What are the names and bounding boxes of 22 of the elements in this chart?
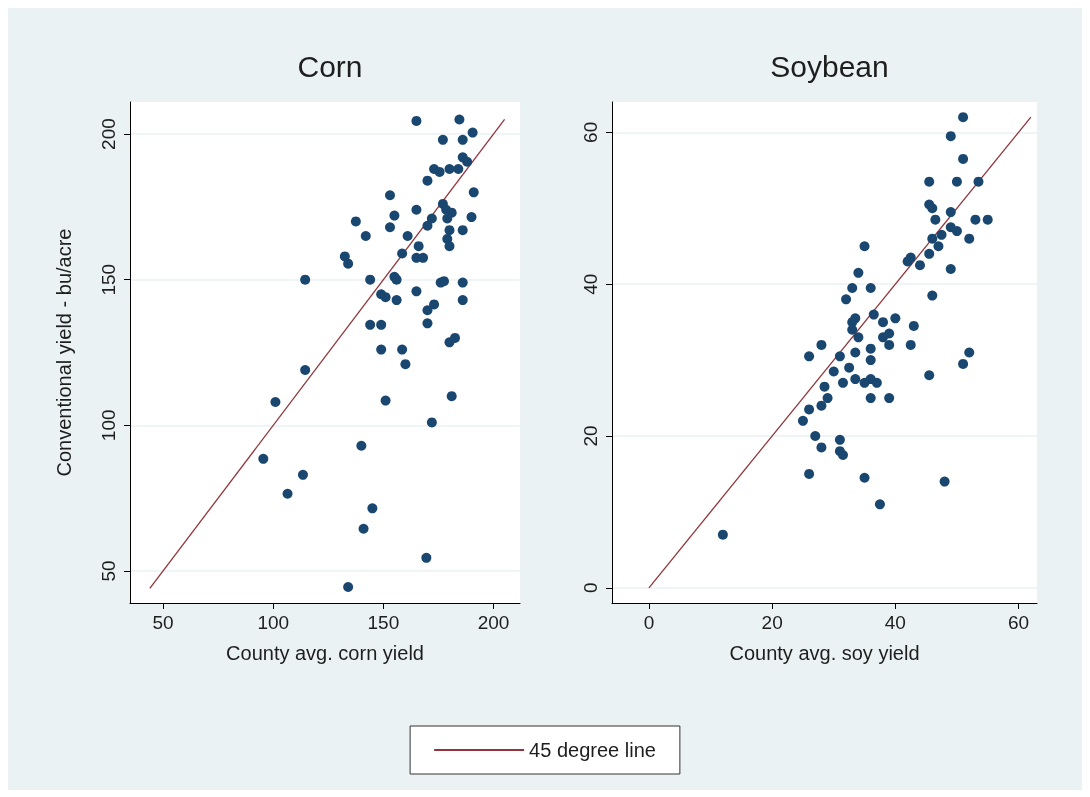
x-tick-label: 60 xyxy=(1007,612,1030,633)
y-axis-title: Conventional yield - bu/acre xyxy=(53,228,75,477)
x-tick-label: 0 xyxy=(643,612,655,633)
y-tick-label: 150 xyxy=(98,263,119,296)
y-tick-label: 60 xyxy=(580,121,601,143)
x-tick-label: 100 xyxy=(257,612,290,633)
legend-label: 45 degree line xyxy=(529,739,656,761)
y-tick-label: 50 xyxy=(98,560,119,582)
x-axis-title: County avg. soy yield xyxy=(729,642,920,664)
x-tick-label: 200 xyxy=(477,612,510,633)
x-tick-label: 50 xyxy=(152,612,174,633)
chart-title: Soybean xyxy=(770,49,889,83)
y-tick-label: 0 xyxy=(580,582,601,594)
y-tick-label: 200 xyxy=(98,118,119,150)
y-tick-label: 40 xyxy=(580,273,601,295)
x-tick-label: 150 xyxy=(367,612,400,633)
y-tick-label: 20 xyxy=(580,425,601,447)
x-tick-label: 40 xyxy=(884,612,906,633)
y-tick-label: 100 xyxy=(98,409,119,442)
chart-title: Corn xyxy=(297,49,363,83)
x-tick-label: 20 xyxy=(761,612,783,633)
x-axis-title: County avg. corn yield xyxy=(226,642,424,664)
